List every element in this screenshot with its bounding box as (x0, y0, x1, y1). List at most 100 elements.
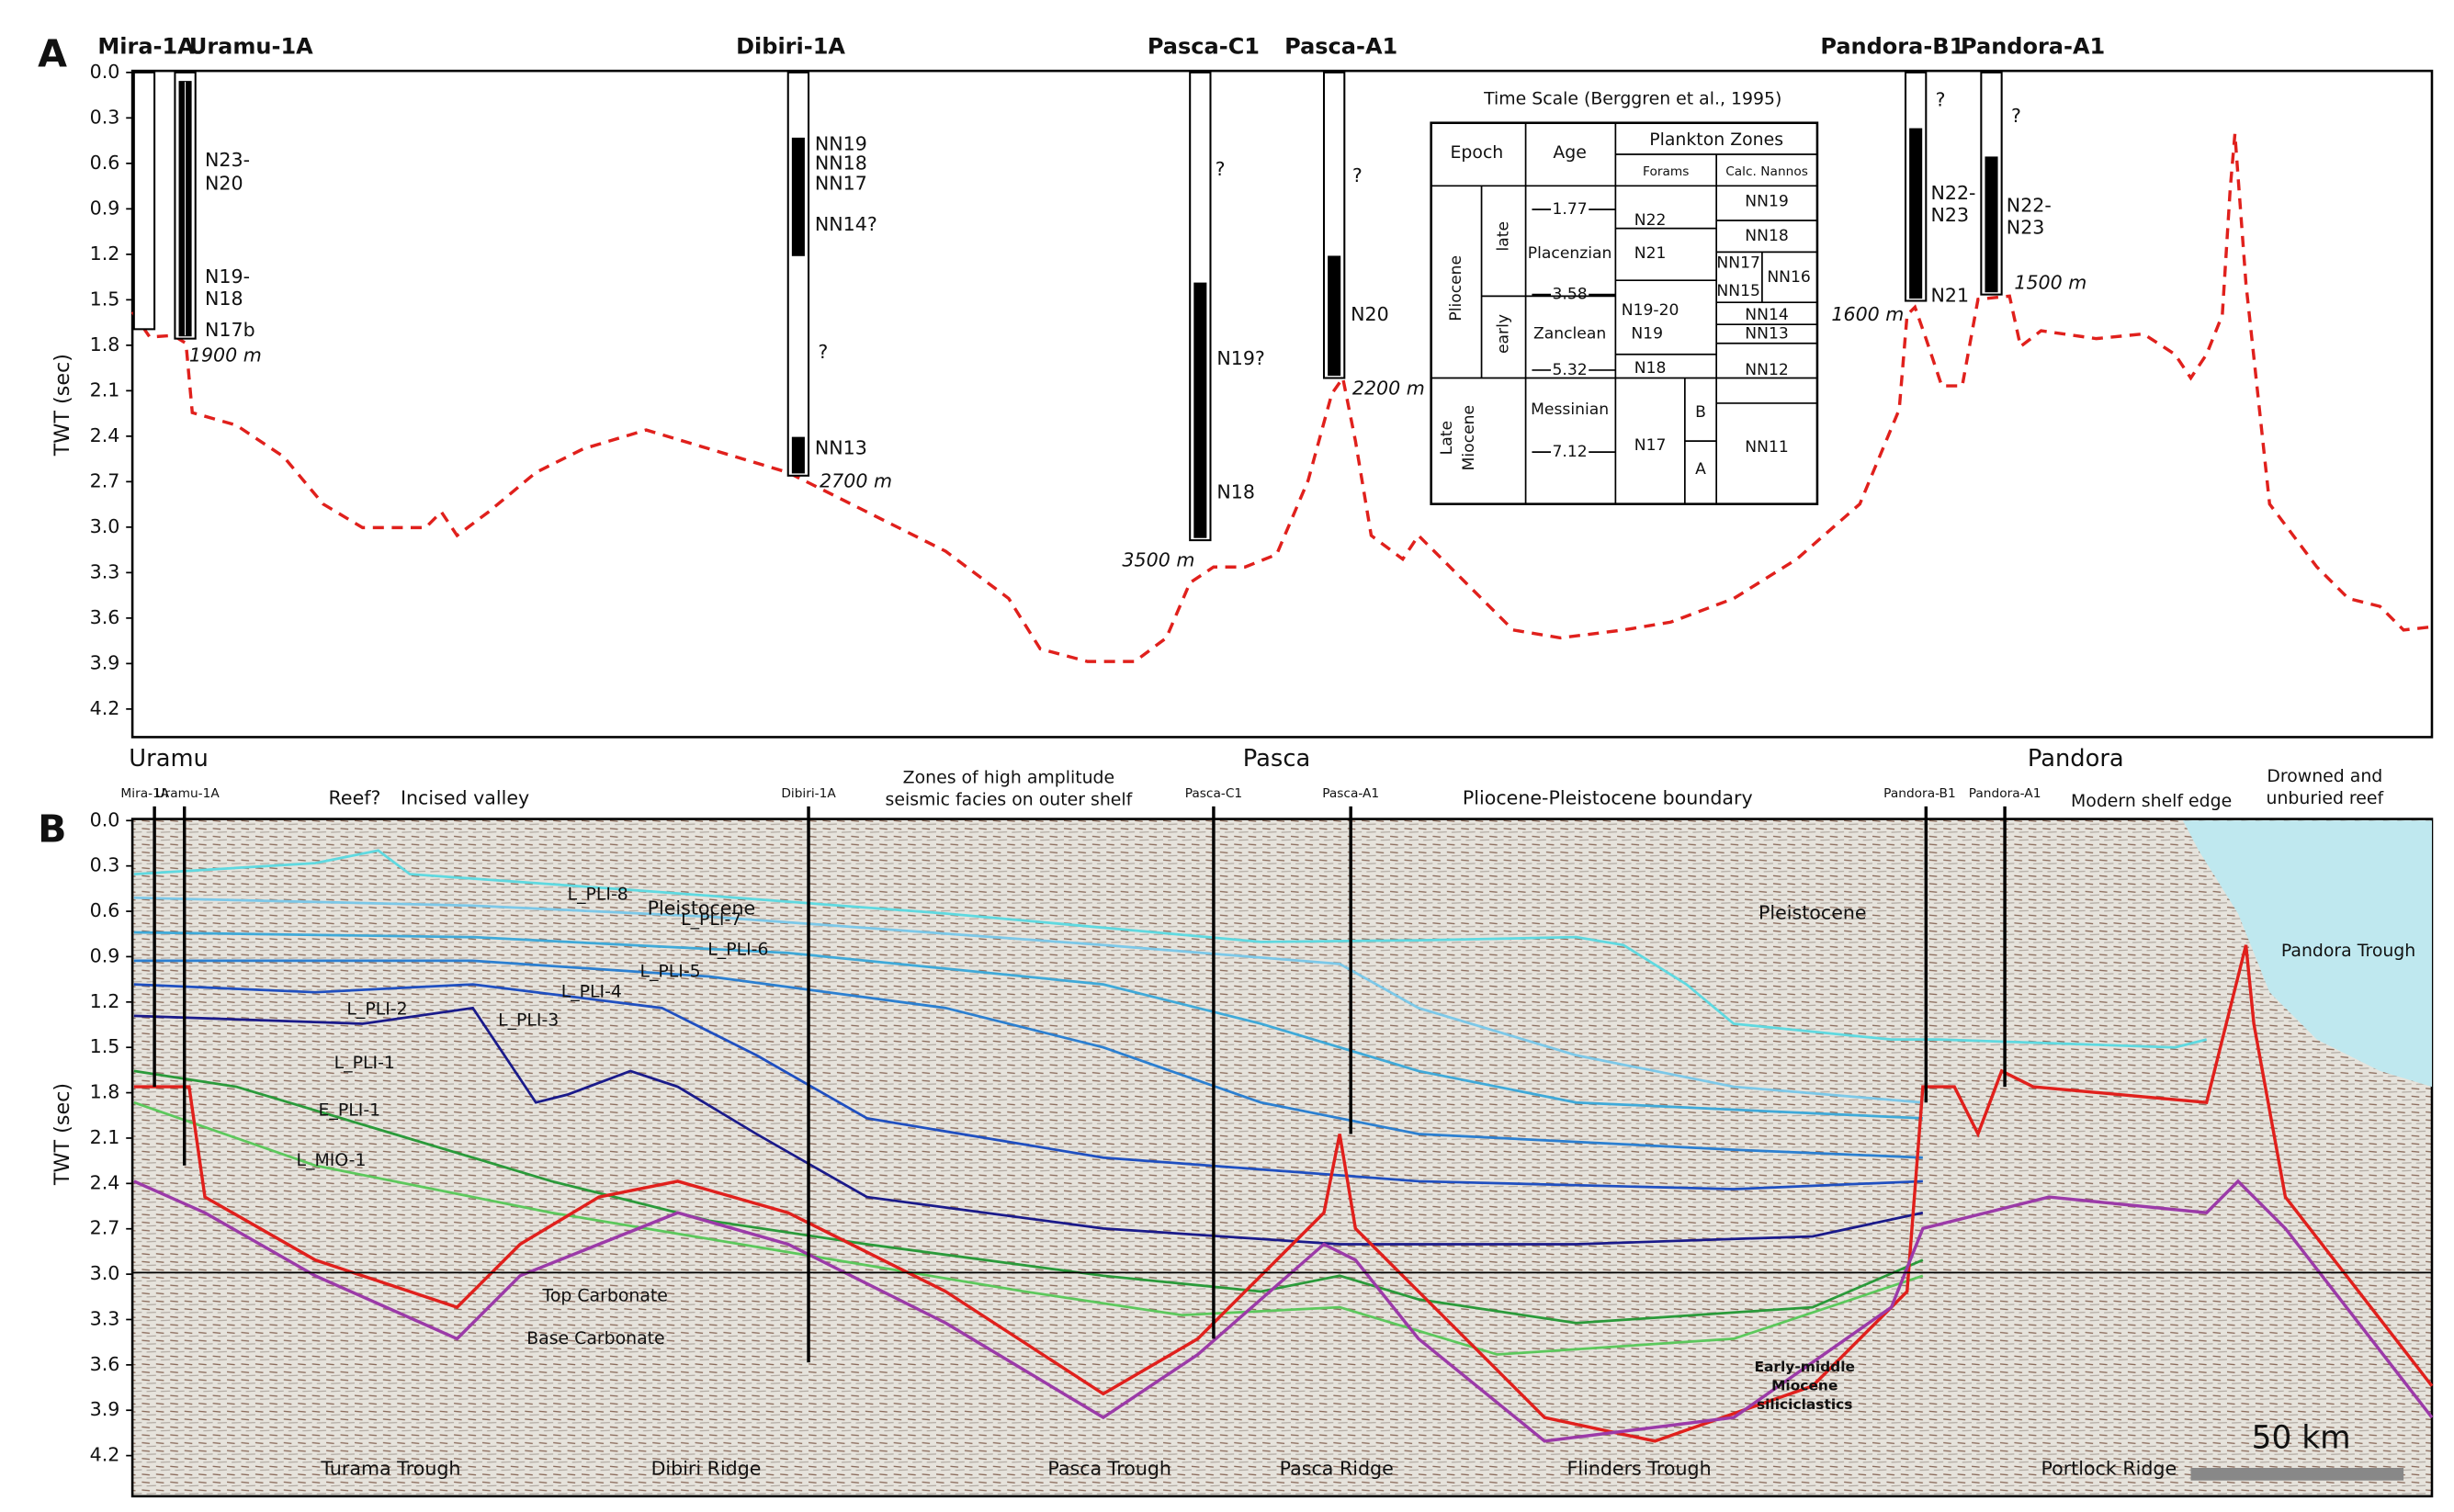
horizon-label: E_PLI-1 (319, 1100, 381, 1120)
horizon-label: L_PLI-8 (568, 884, 628, 904)
well-name: Pandora-A1 (1961, 33, 2105, 59)
y-tick-label: 1.8 (90, 333, 120, 355)
y-tick-label: 3.0 (90, 1262, 120, 1284)
horizon-label: L_PLI-5 (639, 961, 700, 981)
epoch: Pliocene (1447, 255, 1465, 322)
horizons (133, 849, 2434, 1443)
table-header: Plankton Zones (1649, 130, 1783, 150)
y-tick-label: 2.7 (90, 469, 120, 491)
age: 1.77 (1553, 200, 1588, 219)
region: Uramu (129, 745, 209, 773)
time-scale-table (1430, 121, 1819, 505)
annotation: Drowned and (2267, 766, 2382, 786)
feature: Pasca Trough (1047, 1458, 1171, 1480)
epoch: Late (1438, 421, 1456, 455)
well-note: N23 (1930, 204, 1969, 226)
well-name: Dibiri-1A (781, 786, 836, 801)
feature: Flinders Trough (1567, 1458, 1712, 1480)
well-note: N18 (1216, 481, 1255, 503)
horizon-label: L_PLI-6 (707, 939, 768, 959)
well-note: N20 (1351, 303, 1389, 325)
panel-a (130, 69, 2434, 739)
annotation: Early-middle (1754, 1359, 1854, 1375)
y-tick-label: 1.2 (90, 990, 120, 1012)
panel-label: A (38, 32, 67, 76)
panel-b (130, 806, 2434, 1498)
y-tick-label: 3.9 (90, 1398, 120, 1420)
y-tick-label: 0.0 (90, 808, 120, 830)
feature: Turama Trough (320, 1458, 460, 1480)
well-note: ? (1216, 158, 1226, 180)
well-note: N18 (205, 288, 243, 310)
well-note: NN13 (815, 437, 867, 459)
annotation: Pleistocene (648, 897, 756, 919)
nanno-zone: NN12 (1745, 361, 1788, 379)
age: 5.32 (1553, 361, 1588, 379)
axis-title: TWT (sec) (51, 354, 74, 457)
well-name: Pandora-B1 (1820, 33, 1964, 59)
y-tick-label: 3.3 (90, 560, 120, 582)
well-note: N23 (2007, 217, 2045, 239)
feature: Dibiri Ridge (651, 1458, 762, 1480)
horizon-label: L_PLI-3 (498, 1010, 559, 1031)
feature: Pasca Ridge (1280, 1458, 1394, 1480)
well-name: Pasca-A1 (1322, 786, 1379, 801)
table-header: Forams (1643, 164, 1689, 179)
seafloor-trace (130, 133, 2433, 663)
horizon-label: L_MIO-1 (297, 1150, 367, 1170)
well-note: N20 (205, 173, 243, 195)
nanno-zone: NN18 (1745, 227, 1788, 245)
y-tick-label: 2.1 (90, 378, 120, 401)
table-header: Epoch (1451, 142, 1504, 163)
nanno-zone: NN19 (1745, 192, 1788, 210)
well-note: ? (2011, 105, 2021, 127)
epoch: late (1495, 221, 1513, 252)
nanno-zone: NN17 (1716, 254, 1759, 272)
y-tick-label: 1.5 (90, 1035, 120, 1057)
age: 3.58 (1553, 286, 1588, 304)
y-tick-label: 0.6 (90, 899, 120, 921)
scale-bar (2190, 1467, 2404, 1481)
horizon-label: L_PLI-7 (681, 909, 741, 930)
well-note: N19? (1216, 347, 1265, 369)
well-name: Pasca-C1 (1185, 786, 1242, 801)
epoch: early (1495, 314, 1513, 354)
region: Pasca (1243, 745, 1310, 773)
well-note: 1600 m (1831, 303, 1904, 325)
foram-zone: N18 (1634, 359, 1667, 378)
annotation: Modern shelf edge (2071, 791, 2232, 811)
annotation: Pleistocene (1759, 901, 1867, 923)
annotation: Pliocene-Pleistocene boundary (1463, 786, 1753, 808)
seismic-section (130, 818, 2434, 1498)
well-note: 2200 m (1352, 378, 1425, 400)
y-tick-label: 1.2 (90, 243, 120, 265)
epoch: Miocene (1460, 405, 1478, 470)
y-tick-label: 3.3 (90, 1307, 120, 1329)
nanno-zone: NN11 (1745, 438, 1788, 457)
well-name: Mira-1A (97, 33, 195, 59)
y-tick-label: 0.6 (90, 152, 120, 174)
axis-title: TWT (sec) (51, 1083, 74, 1186)
horizon-label: L_PLI-2 (346, 999, 407, 1020)
y-tick-label: 4.2 (90, 697, 120, 719)
region: Pandora (2028, 745, 2124, 773)
annotation: siliciclastics (1757, 1396, 1852, 1413)
well-name: Uramu-1A (156, 786, 221, 801)
foram-zone: N19-20 (1622, 301, 1679, 320)
annotation: Zones of high amplitude (903, 768, 1114, 788)
well-note: N22- (2007, 195, 2052, 217)
y-tick-label: 3.0 (90, 515, 120, 537)
table-title: Time Scale (Berggren et al., 1995) (1483, 89, 1781, 109)
well-name: Dibiri-1A (736, 33, 845, 59)
age: 7.12 (1553, 443, 1588, 461)
horizon-label: L_PLI-1 (334, 1053, 395, 1073)
well-note: 2700 m (820, 470, 892, 492)
well-note: ? (818, 341, 828, 363)
y-tick-label: 1.8 (90, 1081, 120, 1103)
nanno-zone: NN16 (1767, 268, 1810, 287)
y-tick-label: 0.3 (90, 854, 120, 876)
horizon-label: L_PLI-4 (561, 982, 622, 1002)
well-note: NN17 (815, 173, 867, 195)
y-tick-label: 0.3 (90, 106, 120, 128)
well-note: NN19 (815, 133, 867, 155)
